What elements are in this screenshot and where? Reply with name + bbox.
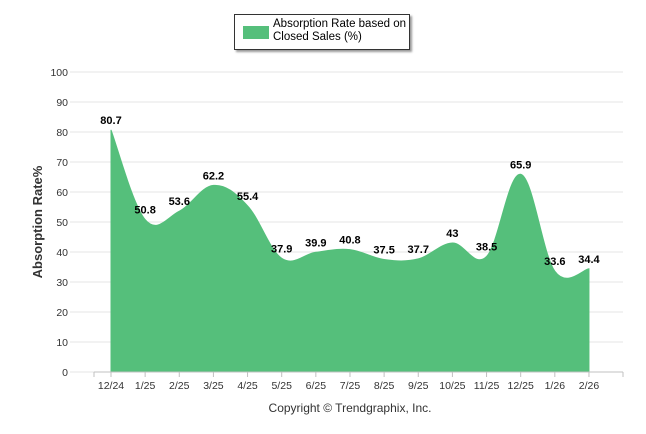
x-tick-label: 2/25 — [169, 380, 190, 392]
data-label: 40.8 — [339, 235, 360, 247]
data-label: 38.5 — [476, 242, 497, 254]
y-tick-label: 100 — [50, 67, 68, 79]
x-tick-label: 3/25 — [203, 380, 224, 392]
y-tick-label: 40 — [56, 247, 68, 259]
x-tick-label: 7/25 — [340, 380, 361, 392]
x-tick-label: 2/26 — [579, 380, 600, 392]
data-labels: 80.7 50.8 53.6 62.2 55.4 37.9 39.9 40.8 37.5 37.7… — [100, 115, 600, 268]
copyright-footer: Copyright © Trendgraphix, Inc. — [269, 401, 432, 415]
data-label: 43 — [446, 228, 458, 240]
data-label: 65.9 — [510, 159, 531, 171]
x-tick-label: 9/25 — [408, 380, 429, 392]
x-axis-ticks: 12/24 1/25 2/25 3/25 4/25 5/25 6/25 7/25 8/25 9/2… — [93, 372, 624, 392]
data-label: 37.5 — [373, 245, 394, 257]
series-area-path — [110, 129, 590, 373]
data-label: 53.6 — [169, 196, 190, 208]
y-tick-label: 60 — [56, 187, 68, 199]
data-label: 37.7 — [408, 244, 429, 256]
data-label: 55.4 — [237, 191, 259, 203]
x-tick-label: 5/25 — [271, 380, 292, 392]
x-tick-label: 6/25 — [306, 380, 327, 392]
x-tick-label: 12/25 — [508, 380, 534, 392]
y-tick-label: 10 — [56, 337, 68, 349]
y-axis-title: Absorption Rate% — [30, 165, 45, 278]
data-label: 80.7 — [100, 115, 121, 127]
x-tick-label: 1/26 — [545, 380, 566, 392]
y-tick-label: 80 — [56, 127, 68, 139]
x-tick-label: 10/25 — [439, 380, 465, 392]
y-tick-label: 30 — [56, 277, 68, 289]
data-label: 34.4 — [578, 254, 600, 266]
legend-label: Absorption Rate based on Closed Sales (%… — [273, 18, 406, 43]
legend-swatch — [243, 26, 269, 39]
y-tick-label: 90 — [56, 97, 68, 109]
series-area — [110, 129, 590, 373]
data-label: 33.6 — [544, 256, 565, 268]
data-label: 62.2 — [203, 170, 224, 182]
y-tick-label: 0 — [62, 367, 68, 379]
data-label: 37.9 — [271, 243, 292, 255]
y-axis-ticks: 0 10 20 30 40 50 60 70 80 90 100 — [50, 67, 68, 379]
x-tick-label: 4/25 — [237, 380, 258, 392]
x-tick-label: 1/25 — [135, 380, 156, 392]
data-label: 50.8 — [134, 205, 155, 217]
y-tick-label: 20 — [56, 307, 68, 319]
x-tick-label: 8/25 — [374, 380, 395, 392]
data-label: 39.9 — [305, 237, 326, 249]
legend: Absorption Rate based on Closed Sales (%… — [234, 14, 410, 50]
y-tick-label: 70 — [56, 157, 68, 169]
x-tick-label: 11/25 — [474, 380, 500, 392]
y-tick-label: 50 — [56, 217, 68, 229]
x-tick-label: 12/24 — [98, 380, 124, 392]
